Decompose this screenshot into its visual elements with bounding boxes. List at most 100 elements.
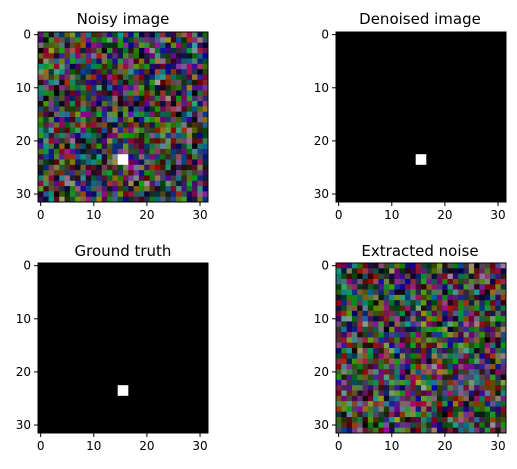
noise-pixel [383, 300, 390, 306]
noise-pixel [495, 316, 502, 322]
noise-pixel [421, 369, 427, 375]
noise-pixel [410, 411, 417, 418]
noise-pixel [144, 58, 150, 65]
noise-pixel [447, 294, 454, 301]
noise-pixel [479, 284, 486, 290]
noise-pixel [426, 268, 432, 274]
noise-pixel [117, 170, 124, 176]
noise-pixel [452, 369, 459, 375]
noise-pixel [399, 427, 406, 434]
noise-pixel [154, 74, 161, 81]
noise-pixel [144, 170, 150, 176]
noise-pixel [165, 164, 172, 171]
noise-pixel [133, 79, 140, 86]
noise-pixel [346, 316, 353, 322]
noise-pixel [474, 289, 480, 296]
noise-pixel [144, 138, 150, 144]
noise-pixel [107, 117, 113, 123]
noise-pixel [383, 379, 390, 386]
noise-pixel [123, 175, 129, 182]
noise-pixel [48, 47, 55, 54]
noise-pixel [447, 353, 454, 359]
noise-pixel [447, 337, 454, 344]
image-frame [335, 31, 507, 203]
noise-pixel [117, 191, 124, 198]
noise-pixel [75, 180, 81, 187]
noise-pixel [192, 90, 198, 97]
noise-pixel [144, 127, 150, 134]
noise-pixel [80, 74, 87, 81]
noise-pixel [75, 95, 81, 102]
noise-pixel [80, 79, 87, 86]
noise-pixel [75, 74, 81, 81]
noise-pixel [112, 101, 119, 107]
noise-pixel [43, 90, 49, 97]
noise-pixel [59, 63, 65, 70]
noise-pixel [367, 337, 374, 344]
noise-pixel [421, 411, 427, 418]
noise-pixel [154, 95, 161, 102]
noise-pixel [383, 427, 390, 434]
noise-pixel [96, 175, 103, 182]
noise-pixel [176, 37, 182, 43]
noise-pixel [383, 401, 390, 407]
noise-pixel [43, 32, 49, 38]
noise-pixel [383, 284, 390, 290]
noise-pixel [415, 363, 422, 370]
noise-pixel [192, 47, 198, 54]
noise-pixel [75, 154, 81, 160]
noise-pixel [436, 284, 443, 290]
noise-pixel [202, 143, 209, 150]
noise-pixel [186, 164, 193, 171]
noise-pixel [138, 106, 145, 113]
noise-pixel [192, 175, 198, 182]
noise-pixel [123, 37, 129, 43]
noise-pixel [442, 385, 448, 391]
x-tick-label: 0 [37, 208, 45, 222]
noise-pixel [399, 316, 406, 322]
noise-pixel [38, 37, 44, 43]
noise-pixel [96, 159, 103, 166]
noise-pixel [53, 180, 60, 187]
noise-pixel [138, 63, 145, 70]
noise-pixel [452, 374, 459, 381]
noise-pixel [490, 374, 496, 381]
noise-pixel [154, 37, 161, 43]
noise-pixel [117, 63, 124, 70]
noise-pixel [442, 369, 448, 375]
noise-pixel [389, 273, 395, 280]
noise-pixel [197, 79, 204, 86]
noise-pixel [64, 122, 71, 128]
noise-pixel [341, 300, 347, 306]
noise-pixel [452, 363, 459, 370]
noise-pixel [85, 53, 92, 59]
noise-pixel [442, 417, 448, 423]
noise-pixel [165, 106, 172, 113]
noise-pixel [383, 374, 390, 381]
noise-pixel [38, 175, 44, 182]
noise-pixel [367, 379, 374, 386]
noise-pixel [69, 58, 76, 65]
noise-pixel [410, 305, 417, 312]
noise-pixel [389, 417, 395, 423]
x-tick-label: 20 [437, 439, 452, 453]
noise-pixel [442, 379, 448, 386]
noise-pixel [447, 321, 454, 328]
noise-pixel [500, 278, 507, 285]
noise-pixel [80, 154, 87, 160]
noise-pixel [197, 154, 204, 160]
y-tick-label: 0 [321, 28, 329, 42]
noise-pixel [442, 358, 448, 365]
noise-pixel [69, 117, 76, 123]
noise-pixel [75, 37, 81, 43]
noise-pixel [415, 337, 422, 344]
noise-pixel [436, 321, 443, 328]
noise-pixel [186, 138, 193, 144]
noise-pixel [500, 363, 507, 370]
noise-pixel [378, 268, 385, 274]
noise-pixel [442, 411, 448, 418]
noise-pixel [138, 138, 145, 144]
noise-pixel [383, 278, 390, 285]
noise-pixel [378, 326, 385, 333]
panel-title: Denoised image [359, 10, 481, 28]
